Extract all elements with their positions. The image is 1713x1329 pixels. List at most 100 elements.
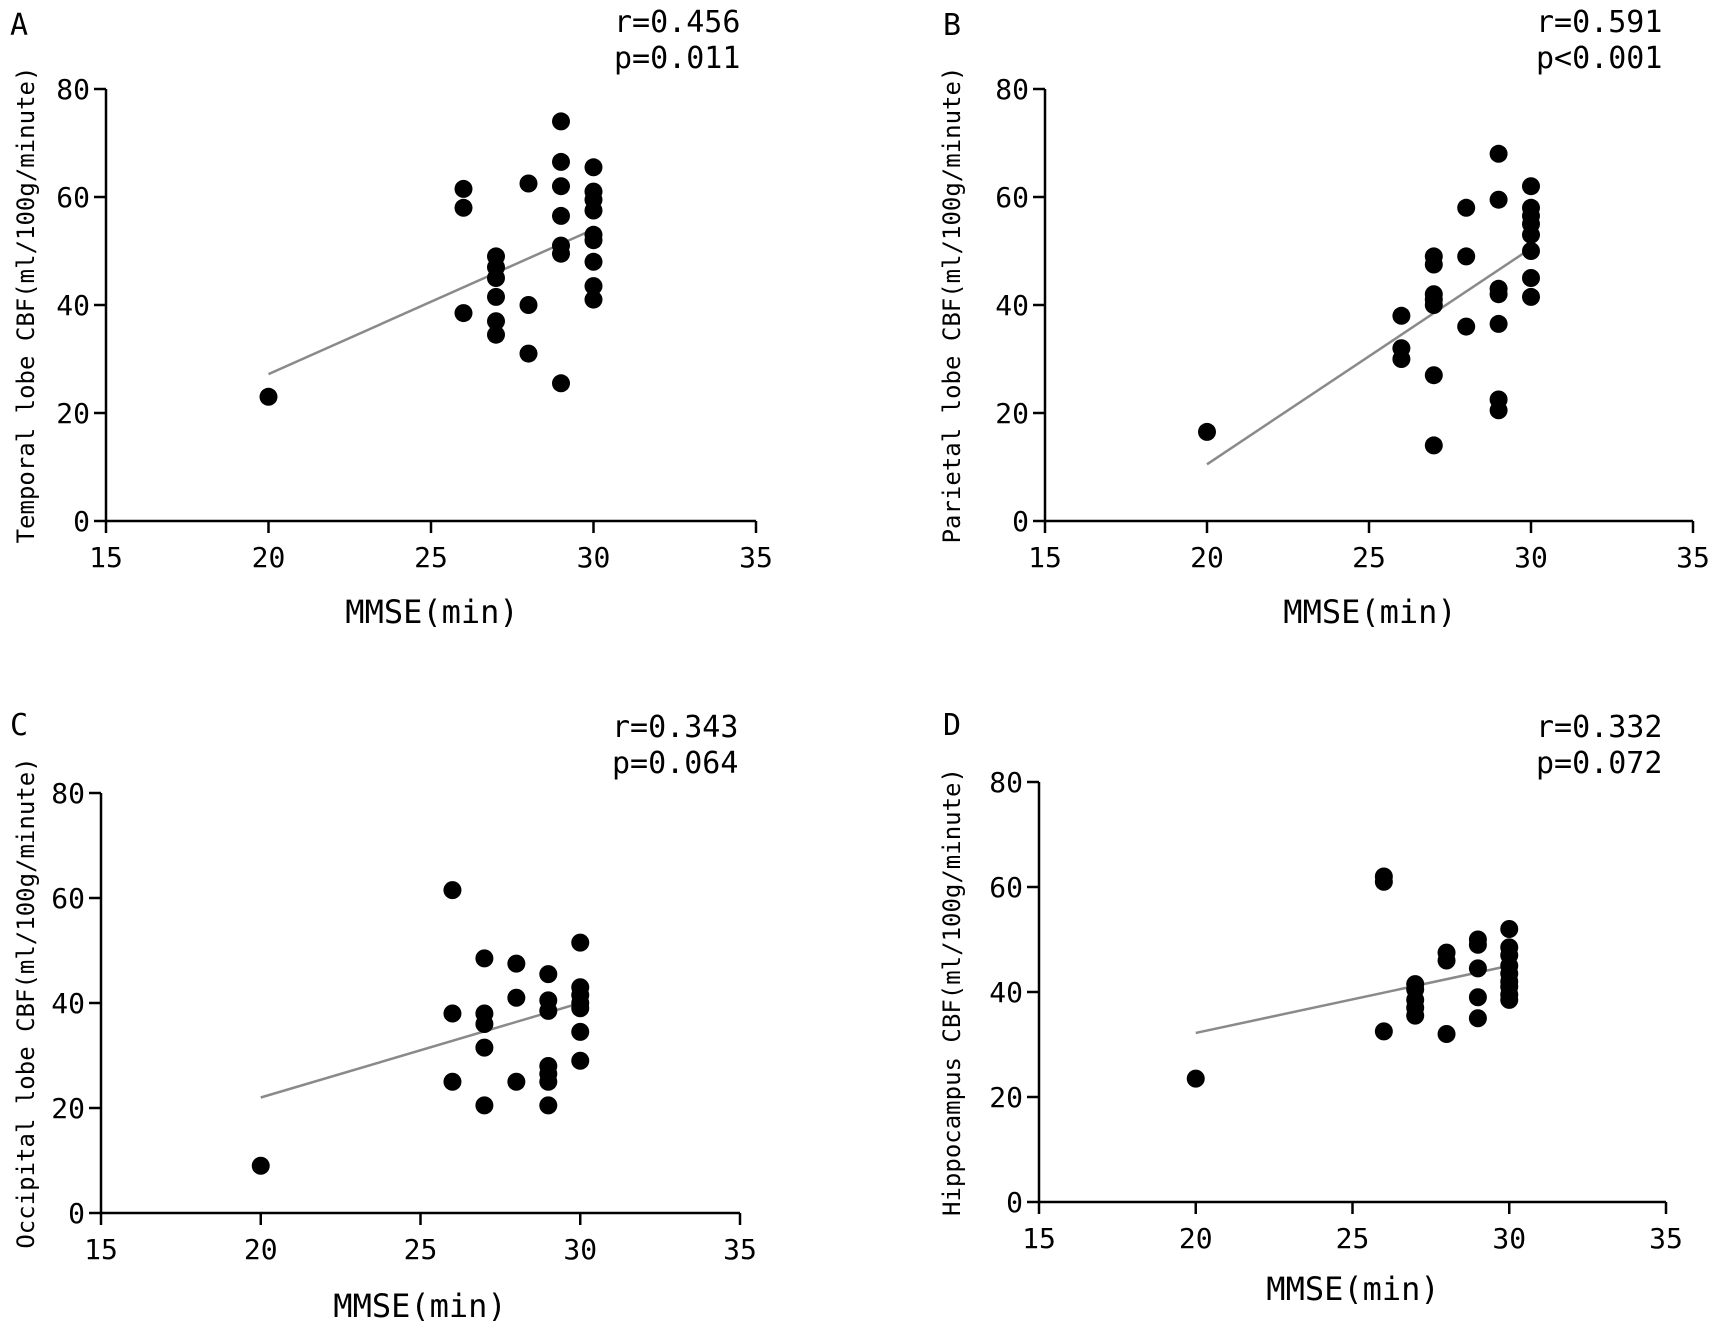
- data-point: [443, 881, 462, 900]
- data-point: [584, 201, 603, 220]
- data-point: [1406, 1006, 1425, 1025]
- data-point: [552, 374, 570, 393]
- x-tick-label: 30: [1514, 541, 1548, 574]
- x-tick-label: 20: [1179, 1222, 1213, 1255]
- y-tick-label: 20: [989, 1081, 1023, 1114]
- data-point: [539, 1096, 558, 1115]
- data-point: [1374, 1022, 1393, 1041]
- x-tick-label: 30: [563, 1233, 597, 1266]
- y-tick-label: 20: [51, 1092, 85, 1125]
- y-tick-label: 0: [68, 1197, 85, 1230]
- data-point: [507, 954, 526, 973]
- x-axis-label: MMSE(min): [1266, 1270, 1439, 1308]
- stat-p: p=0.011: [614, 41, 740, 76]
- data-point: [1468, 1009, 1487, 1028]
- data-point: [1522, 242, 1540, 260]
- data-point: [1489, 190, 1508, 209]
- data-point: [1374, 872, 1393, 891]
- x-axis-label: MMSE(min): [333, 1287, 506, 1325]
- data-point: [519, 296, 538, 314]
- data-point: [1500, 990, 1519, 1009]
- data-point: [571, 1051, 590, 1070]
- x-tick-label: 15: [84, 1233, 118, 1266]
- stat-r: r=0.591: [1536, 5, 1662, 40]
- x-tick-label: 35: [1676, 541, 1710, 574]
- data-point: [475, 1038, 494, 1057]
- data-point: [1186, 1069, 1205, 1088]
- y-tick-label: 60: [51, 882, 85, 915]
- data-point: [487, 287, 505, 306]
- data-point: [584, 290, 603, 309]
- y-axis-label: Parietal lobe CBF(ml/100g/minute): [938, 67, 966, 544]
- x-tick-label: 25: [404, 1233, 438, 1266]
- x-tick-label: 15: [1028, 541, 1062, 574]
- data-point: [584, 158, 603, 177]
- data-point: [1489, 144, 1508, 163]
- data-point: [1424, 436, 1443, 455]
- y-tick-label: 80: [989, 766, 1023, 799]
- x-tick-label: 30: [1492, 1222, 1526, 1255]
- stat-r: r=0.332: [1536, 710, 1662, 745]
- data-point: [1424, 255, 1443, 274]
- data-point: [1522, 269, 1540, 287]
- x-tick-label: 35: [723, 1233, 757, 1266]
- data-point: [507, 1072, 526, 1091]
- y-axis-label: Temporal lobe CBF(ml/100g/minute): [12, 67, 40, 544]
- y-tick-label: 0: [73, 505, 90, 538]
- data-point: [1457, 317, 1476, 336]
- data-point: [487, 325, 505, 344]
- y-tick-label: 40: [989, 976, 1023, 1009]
- stat-r: r=0.456: [614, 5, 740, 40]
- data-point: [519, 344, 538, 363]
- y-tick-label: 40: [51, 987, 85, 1020]
- stat-p: p=0.064: [612, 746, 738, 781]
- data-point: [1198, 422, 1216, 441]
- stat-p: p<0.001: [1536, 41, 1662, 76]
- data-point: [584, 252, 603, 271]
- x-tick-label: 15: [1022, 1222, 1056, 1255]
- data-point: [487, 269, 505, 287]
- data-point: [1424, 366, 1443, 385]
- panel-letter: A: [10, 8, 28, 43]
- data-point: [443, 1072, 462, 1091]
- data-point: [259, 387, 278, 406]
- data-point: [552, 177, 570, 196]
- y-tick-label: 0: [1006, 1186, 1023, 1219]
- y-tick-label: 60: [56, 181, 90, 214]
- data-point: [475, 949, 494, 968]
- x-tick-label: 20: [252, 541, 286, 574]
- data-point: [454, 198, 473, 217]
- y-tick-label: 80: [995, 73, 1029, 106]
- data-point: [1522, 177, 1540, 196]
- data-point: [1489, 285, 1508, 304]
- data-point: [552, 244, 570, 263]
- x-axis-label: MMSE(min): [345, 593, 518, 631]
- data-point: [454, 179, 473, 198]
- data-point: [584, 277, 603, 296]
- x-tick-label: 25: [1352, 541, 1386, 574]
- data-point: [571, 999, 590, 1018]
- panel-letter: C: [10, 708, 28, 743]
- x-tick-label: 15: [89, 541, 123, 574]
- data-point: [539, 965, 558, 984]
- data-point: [1457, 198, 1476, 217]
- data-point: [1468, 959, 1487, 978]
- data-point: [487, 312, 505, 331]
- x-tick-label: 35: [739, 541, 773, 574]
- x-tick-label: 35: [1649, 1222, 1683, 1255]
- data-point: [1468, 988, 1487, 1007]
- data-point: [552, 152, 570, 171]
- data-point: [1489, 314, 1508, 333]
- y-tick-label: 20: [56, 397, 90, 430]
- data-point: [454, 304, 473, 323]
- y-tick-label: 20: [995, 397, 1029, 430]
- regression-line: [267, 228, 595, 376]
- data-point: [1500, 920, 1519, 938]
- x-tick-label: 25: [1336, 1222, 1370, 1255]
- regression-line: [260, 1001, 581, 1099]
- data-point: [519, 174, 538, 193]
- data-point: [507, 988, 526, 1007]
- y-tick-label: 60: [995, 181, 1029, 214]
